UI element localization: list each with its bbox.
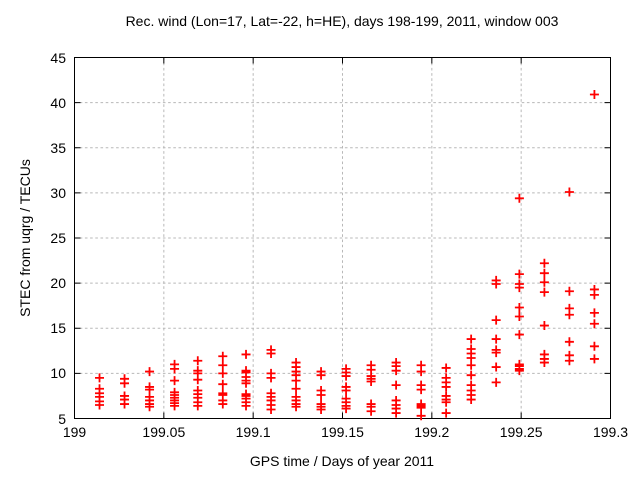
x-tick-label: 199.25 bbox=[499, 424, 543, 440]
data-point-markers bbox=[95, 90, 599, 421]
y-tick-label: 25 bbox=[50, 230, 66, 246]
x-tick-label: 199.05 bbox=[142, 424, 186, 440]
y-tick-label: 35 bbox=[50, 139, 66, 156]
y-tick-label: 15 bbox=[50, 320, 66, 337]
y-tick-label: 10 bbox=[50, 365, 66, 382]
y-tick-label: 45 bbox=[50, 49, 66, 66]
x-tick-label: 199.3 bbox=[592, 424, 629, 440]
y-tick-label: 20 bbox=[50, 275, 66, 292]
x-tick-label: 199.2 bbox=[414, 424, 450, 440]
y-tick-label: 40 bbox=[50, 94, 66, 111]
chart-title: Rec. wind (Lon=17, Lat=-22, h=HE), days … bbox=[125, 13, 559, 29]
x-tick-label: 199 bbox=[62, 424, 87, 440]
y-tick-label: 30 bbox=[50, 184, 66, 201]
y-tick-label: 5 bbox=[58, 410, 66, 427]
x-axis-title: GPS time / Days of year 2011 bbox=[249, 453, 435, 469]
plot-border bbox=[74, 57, 611, 419]
x-tick-label: 199.15 bbox=[321, 424, 364, 440]
x-tick-label: 199.1 bbox=[235, 424, 271, 440]
